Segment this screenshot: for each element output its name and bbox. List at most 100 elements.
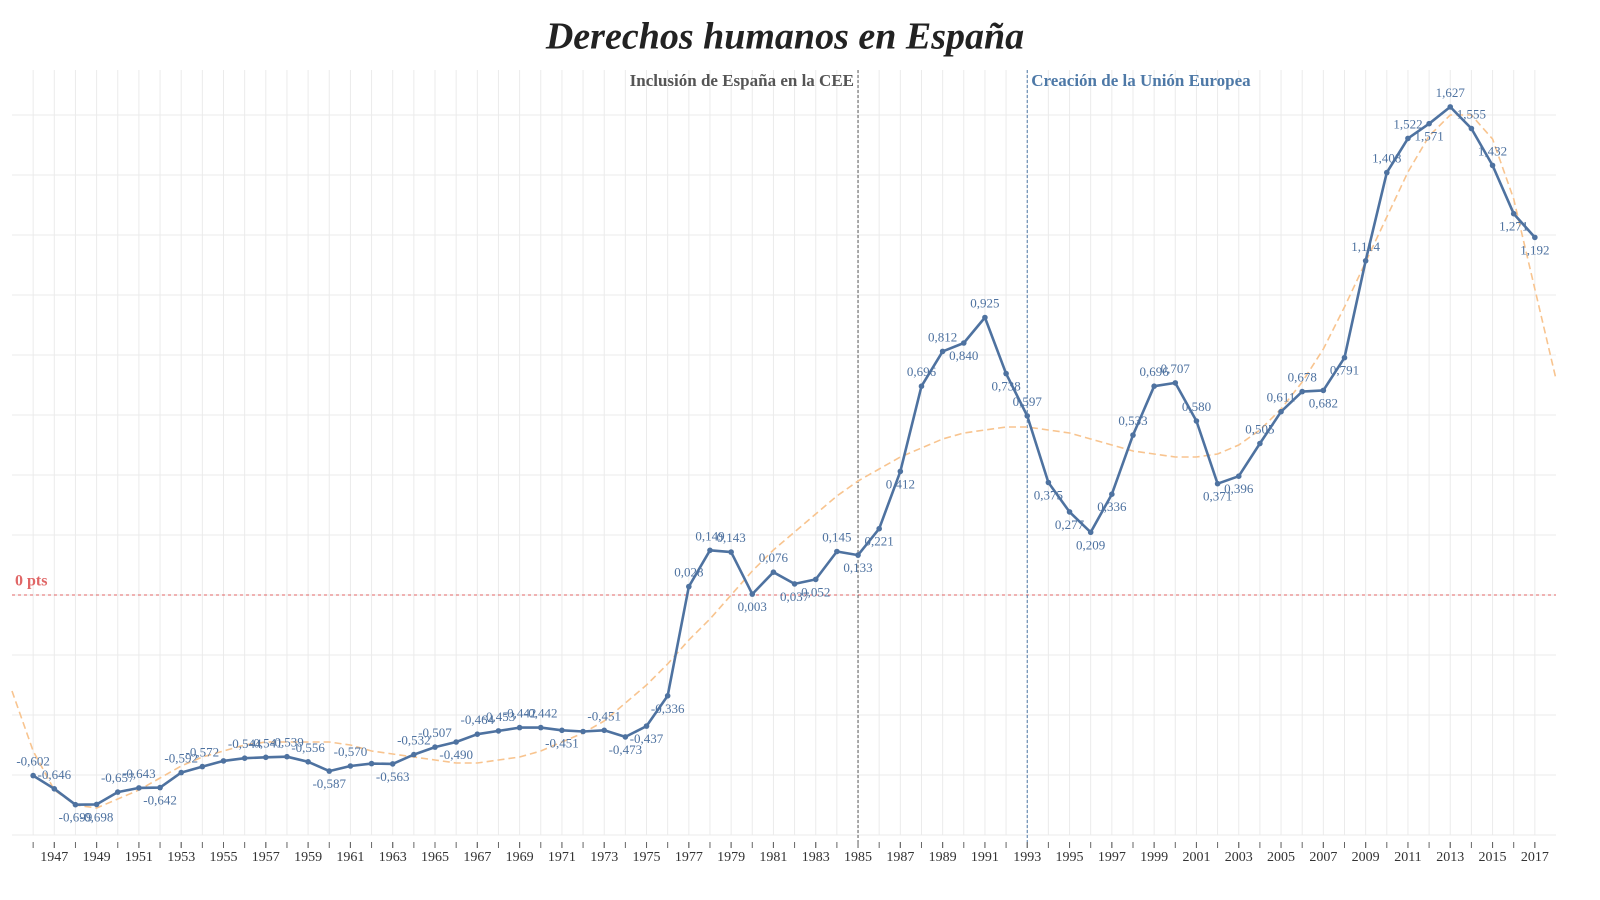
x-tick-label: 1973: [590, 850, 618, 865]
data-point: [1510, 210, 1517, 217]
x-tick-label: 1987: [886, 850, 914, 865]
x-tick-label: 1975: [633, 850, 661, 865]
data-label: 0,611: [1267, 390, 1296, 405]
data-label: 0,336: [1097, 499, 1127, 514]
x-tick-label: 1989: [929, 850, 957, 865]
data-point: [241, 755, 248, 761]
x-tick-label: 1993: [1013, 850, 1041, 865]
data-label: -0,602: [16, 754, 50, 769]
data-label: 0,221: [865, 534, 894, 549]
data-label: -0,563: [376, 769, 410, 784]
data-point: [30, 772, 36, 779]
data-label: 0,076: [759, 550, 789, 565]
reference-label: Creación de la Unión Europea: [1031, 71, 1251, 90]
data-label: 0,143: [716, 530, 745, 545]
x-tick-label: 2001: [1182, 850, 1210, 865]
x-tick-label: 1971: [548, 850, 576, 865]
data-label: 1,555: [1457, 106, 1486, 121]
data-point: [1447, 104, 1454, 110]
data-point: [1362, 258, 1369, 264]
data-label: 0,696: [907, 364, 937, 379]
data-label: 0,149: [695, 528, 724, 543]
data-label: -0,556: [291, 740, 325, 755]
data-label: 0,580: [1182, 399, 1211, 414]
data-label: -0,570: [334, 744, 368, 759]
data-label: -0,544: [228, 736, 262, 751]
data-point: [93, 801, 100, 808]
data-label: 1,571: [1414, 129, 1443, 144]
data-label: -0,473: [609, 742, 643, 757]
data-label: -0,541: [249, 735, 283, 750]
data-label: 0,925: [970, 295, 999, 310]
data-label: -0,507: [418, 725, 452, 740]
data-point: [326, 768, 333, 774]
x-tick-label: 1977: [675, 850, 703, 865]
data-label: -0,657: [101, 770, 135, 785]
data-point: [516, 724, 523, 731]
data-label: 0,738: [991, 379, 1020, 394]
data-label: 0,145: [822, 529, 851, 544]
data-point: [1193, 418, 1200, 424]
data-point: [389, 761, 396, 767]
x-tick-label: 1961: [336, 850, 364, 865]
x-tick-label: 1995: [1056, 850, 1084, 865]
data-point: [686, 583, 692, 590]
data-label: 0,678: [1288, 370, 1317, 385]
data-label: 1,192: [1520, 242, 1549, 257]
data-label: -0,451: [587, 708, 621, 723]
data-label: 0,812: [928, 329, 957, 344]
data-label: -0,587: [312, 776, 346, 791]
data-point: [284, 753, 290, 760]
data-point: [791, 581, 798, 587]
data-label: 0,371: [1203, 489, 1232, 504]
x-tick-label: 2013: [1436, 850, 1464, 865]
x-tick-label: 2005: [1267, 850, 1295, 865]
x-tick-label: 2017: [1521, 850, 1549, 865]
x-tick-label: 1991: [971, 850, 999, 865]
data-point: [812, 576, 819, 583]
data-point: [643, 723, 650, 729]
data-label: 0,209: [1076, 537, 1105, 552]
x-tick-label: 1955: [210, 850, 238, 865]
data-point: [1532, 234, 1538, 241]
data-point: [1087, 529, 1094, 536]
data-label: -0,442: [524, 706, 558, 721]
data-label: -0,451: [545, 735, 579, 750]
data-point: [368, 760, 375, 767]
data-label: 0,028: [674, 565, 703, 580]
data-point: [1341, 354, 1348, 361]
data-point: [1383, 169, 1390, 176]
x-tick-label: 1999: [1140, 850, 1168, 865]
data-label: 0,037: [780, 589, 810, 604]
data-point: [220, 758, 227, 764]
data-label: 0,533: [1118, 413, 1147, 428]
data-label: 0,682: [1309, 395, 1338, 410]
data-point: [1003, 370, 1009, 377]
data-point: [114, 789, 121, 795]
data-point: [1405, 135, 1411, 142]
data-point: [918, 383, 925, 390]
data-point: [1109, 491, 1115, 498]
data-label: 0,696: [1140, 364, 1170, 379]
x-tick-label: 1963: [379, 850, 407, 865]
x-tick-label: 2003: [1225, 850, 1253, 865]
data-point: [1468, 125, 1475, 132]
x-tick-label: 1967: [463, 850, 491, 865]
data-line: [32, 105, 1536, 806]
data-point: [199, 763, 206, 770]
x-tick-label: 1953: [167, 850, 195, 865]
data-label: 1,408: [1372, 151, 1401, 166]
x-tick-label: 2009: [1352, 850, 1380, 865]
data-point: [1257, 440, 1263, 447]
chart-title: Derechos humanos en España: [545, 16, 1024, 58]
data-point: [1066, 509, 1073, 515]
x-tick-label: 1979: [717, 850, 745, 865]
x-tick-label: 1997: [1098, 850, 1126, 865]
data-point: [495, 728, 502, 734]
data-label: 0,133: [843, 560, 872, 575]
data-label: 0,277: [1055, 517, 1085, 532]
reference-label: Inclusión de España en la CEE: [630, 71, 854, 90]
data-point: [72, 801, 79, 808]
data-label: 1,271: [1499, 219, 1528, 234]
